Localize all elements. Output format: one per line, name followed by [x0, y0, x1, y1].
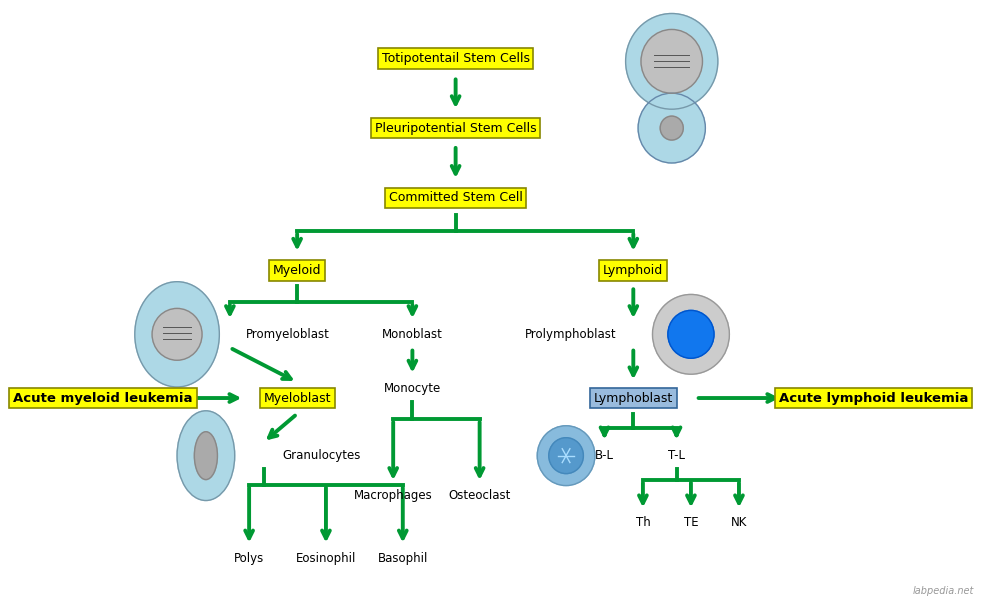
Ellipse shape	[152, 308, 202, 361]
Text: Committed Stem Cell: Committed Stem Cell	[389, 192, 522, 204]
Text: Monoblast: Monoblast	[382, 328, 443, 341]
Text: Acute myeloid leukemia: Acute myeloid leukemia	[13, 392, 193, 404]
Text: NK: NK	[731, 516, 747, 529]
Text: Pleuripotential Stem Cells: Pleuripotential Stem Cells	[375, 122, 536, 134]
Text: Prolymphoblast: Prolymphoblast	[525, 328, 616, 341]
Text: Monocyte: Monocyte	[384, 382, 441, 395]
Ellipse shape	[177, 411, 235, 500]
Ellipse shape	[195, 432, 218, 480]
Text: Eosinophil: Eosinophil	[296, 552, 356, 565]
Text: Myeloblast: Myeloblast	[264, 392, 331, 404]
Text: Myeloid: Myeloid	[273, 264, 322, 277]
Text: labpedia.net: labpedia.net	[913, 586, 974, 596]
Text: B-L: B-L	[595, 449, 614, 462]
Ellipse shape	[135, 282, 220, 387]
Ellipse shape	[625, 13, 718, 109]
Text: Totipotentail Stem Cells: Totipotentail Stem Cells	[382, 52, 529, 65]
Ellipse shape	[641, 29, 702, 93]
Text: Basophil: Basophil	[378, 552, 428, 565]
Text: Osteoclast: Osteoclast	[449, 489, 510, 502]
Ellipse shape	[537, 426, 594, 486]
Text: Macrophages: Macrophages	[354, 489, 433, 502]
Text: TE: TE	[683, 516, 698, 529]
Text: Lymphoid: Lymphoid	[603, 264, 663, 277]
Ellipse shape	[638, 93, 705, 163]
Text: Granulocytes: Granulocytes	[282, 449, 361, 462]
Ellipse shape	[548, 438, 583, 474]
Text: Th: Th	[635, 516, 650, 529]
Text: T-L: T-L	[668, 449, 685, 462]
Ellipse shape	[668, 311, 714, 358]
Text: Acute lymphoid leukemia: Acute lymphoid leukemia	[779, 392, 968, 404]
Ellipse shape	[660, 116, 683, 140]
Ellipse shape	[652, 294, 729, 374]
Text: Promyeloblast: Promyeloblast	[246, 328, 330, 341]
Text: Polys: Polys	[234, 552, 264, 565]
Text: Lymphoblast: Lymphoblast	[593, 392, 673, 404]
